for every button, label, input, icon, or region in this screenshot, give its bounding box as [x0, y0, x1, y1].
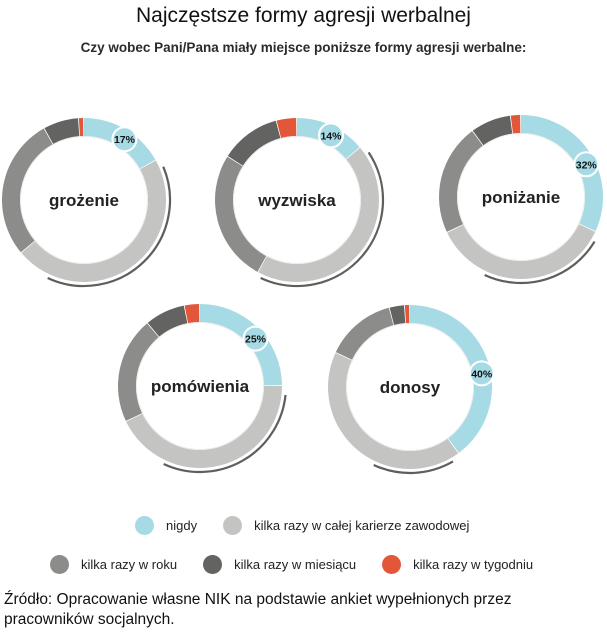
- percent-label: 14%: [320, 130, 342, 142]
- source-note: Źródło: Opracowanie własne NIK na podsta…: [4, 591, 512, 628]
- donut-wyzwiska: wyzwiska 14%: [214, 118, 385, 288]
- segment-tydzien: [510, 115, 521, 134]
- percent-badge: [317, 122, 344, 149]
- outer-arc: [260, 151, 385, 288]
- segment-nigdy: [410, 305, 492, 453]
- segment-kariera: [258, 147, 379, 282]
- legend-swatch-nigdy: [135, 516, 154, 535]
- legend-item-kariera: kilka razy w całej karierze zawodowej: [223, 516, 469, 535]
- percent-badge: [573, 151, 600, 178]
- outer-arc: [163, 394, 287, 474]
- percent-label: 25%: [245, 334, 267, 346]
- legend-label-tydzien: kilka razy w tygodniu: [413, 557, 534, 572]
- donut-label: grożenie: [49, 191, 119, 210]
- outer-arc: [484, 240, 596, 285]
- page-subtitle: Czy wobec Pani/Pana miały miejsce poniżs…: [80, 40, 527, 55]
- donut-grozenie: grożenie 17%: [2, 118, 172, 288]
- donut-label: pomówienia: [151, 377, 250, 396]
- segment-kariera: [126, 386, 282, 468]
- segment-kariera: [447, 224, 596, 279]
- segment-miesiac: [44, 118, 80, 144]
- legend-swatch-kariera: [223, 516, 243, 535]
- donut-donosy: donosy 40%: [327, 305, 495, 475]
- donut-label: wyzwiska: [257, 191, 336, 210]
- legend-swatch-miesiac: [203, 555, 223, 574]
- percent-label: 32%: [576, 159, 598, 171]
- segment-kariera: [327, 352, 459, 469]
- donut-label: donosy: [380, 378, 441, 397]
- segment-rok: [335, 307, 394, 360]
- donut-hole: [20, 136, 148, 264]
- segment-kariera: [21, 160, 166, 282]
- page-title: Najczęstsze formy agresji werbalnej: [136, 4, 471, 27]
- segment-rok: [214, 156, 267, 272]
- legend-row-2: kilka razy w roku kilka razy w miesiącu …: [50, 555, 559, 574]
- percent-badge: [468, 360, 495, 387]
- segment-nigdy: [521, 115, 603, 232]
- donut-hole: [346, 323, 474, 451]
- legend-swatch-rok: [50, 555, 69, 574]
- legend-swatch-tydzien: [382, 555, 402, 574]
- segment-rok: [2, 128, 53, 253]
- percent-label: 17%: [114, 134, 136, 146]
- donut-hole: [233, 136, 361, 264]
- donut-hole: [457, 133, 585, 261]
- donut-ponizanie: poniżanie 32%: [439, 115, 603, 285]
- percent-label: 40%: [471, 368, 493, 380]
- donut-hole: [136, 322, 264, 450]
- percent-badge: [111, 126, 138, 153]
- legend-row-1: nigdy kilka razy w całej karierze zawodo…: [135, 516, 495, 535]
- segment-tydzien: [78, 118, 84, 137]
- outer-arc: [47, 166, 172, 288]
- segment-miesiac: [389, 305, 406, 326]
- legend-label-nigdy: nigdy: [166, 518, 198, 533]
- legend-item-miesiac: kilka razy w miesiącu: [203, 555, 356, 574]
- legend-label-kariera: kilka razy w całej karierze zawodowej: [254, 518, 470, 533]
- segment-tydzien: [276, 118, 297, 139]
- segment-tydzien: [184, 304, 200, 324]
- segment-nigdy: [200, 304, 282, 386]
- segment-rok: [118, 323, 159, 421]
- legend-label-rok: kilka razy w roku: [81, 557, 178, 572]
- donut-pomowienia: pomówienia 25%: [118, 304, 287, 474]
- segment-miesiac: [147, 305, 188, 337]
- percent-badge: [242, 325, 269, 352]
- segment-rok: [439, 131, 483, 232]
- segment-miesiac: [227, 120, 281, 166]
- donut-label: poniżanie: [482, 188, 560, 207]
- legend-item-nigdy: nigdy: [135, 516, 197, 535]
- donut-charts: grożenie 17% wyzwiska 14% poniżanie 32% pomówi…: [2, 115, 603, 475]
- legend-item-tydzien: kilka razy w tygodniu: [382, 555, 533, 574]
- legend-item-rok: kilka razy w roku: [50, 555, 177, 574]
- segment-miesiac: [472, 115, 513, 146]
- outer-arc: [373, 460, 454, 475]
- legend-label-miesiac: kilka razy w miesiącu: [234, 557, 357, 572]
- segment-tydzien: [404, 305, 410, 324]
